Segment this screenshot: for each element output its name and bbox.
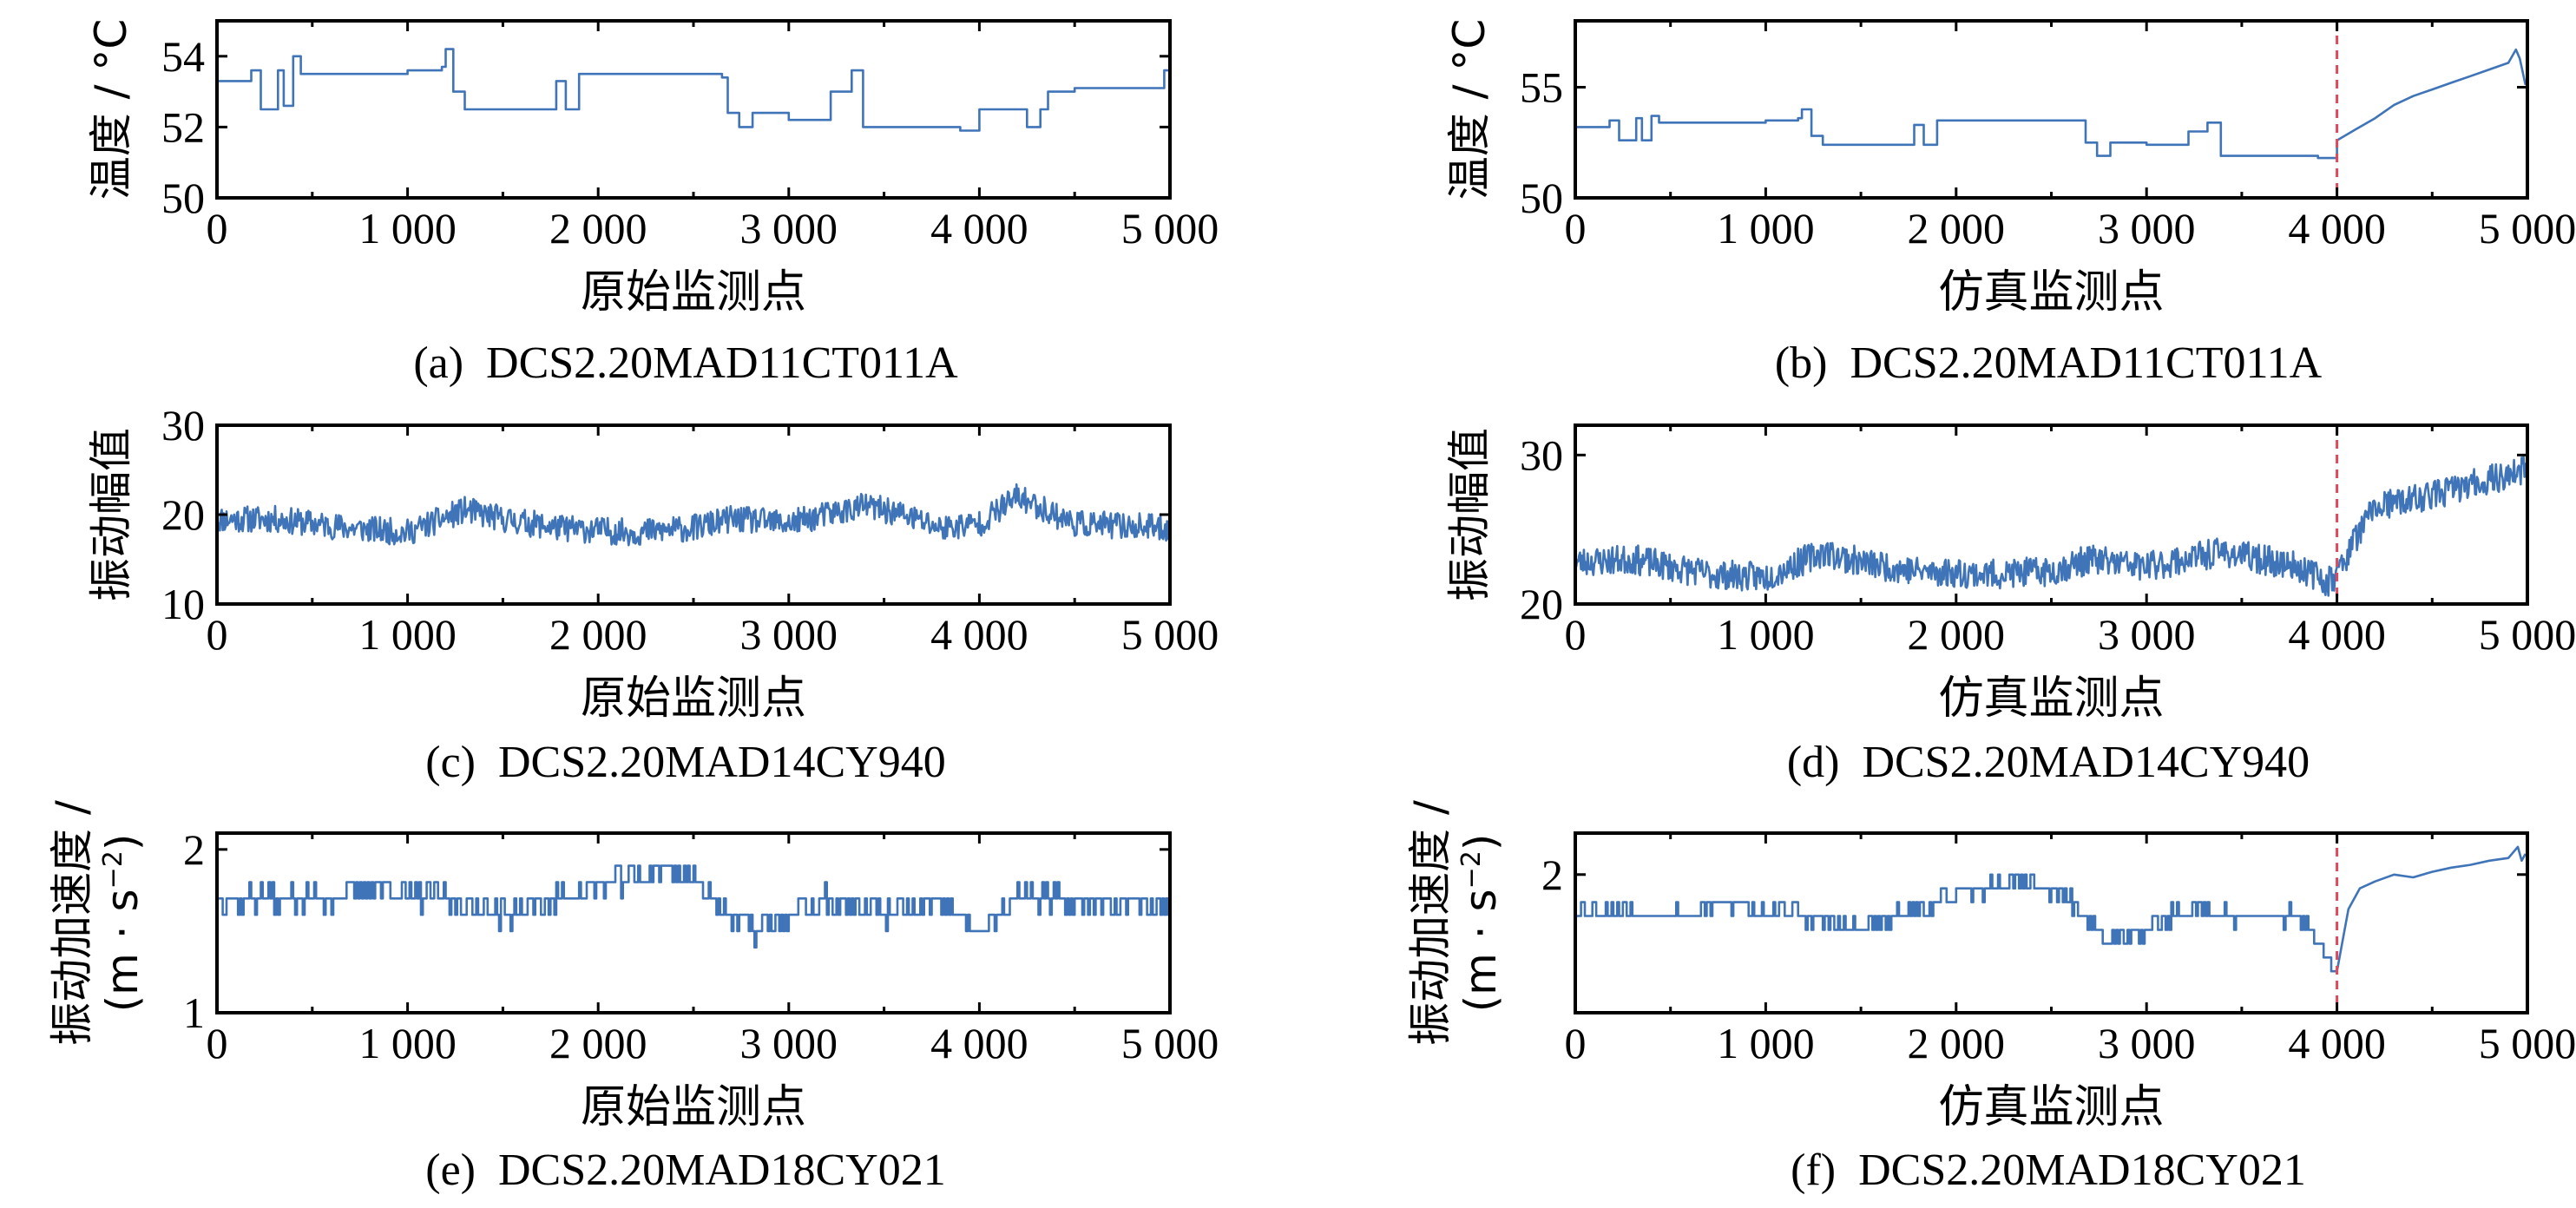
x-tick-label-e: 0 bbox=[207, 1019, 228, 1067]
y-tick-label-f: 2 bbox=[1541, 850, 1563, 899]
x-tick-label-d: 1 000 bbox=[1717, 610, 1815, 659]
y-tick-label-b: 55 bbox=[1520, 63, 1563, 112]
panel-caption-b: (b) DCS2.20MAD11CT011A bbox=[1775, 338, 2323, 388]
x-tick-label-d: 0 bbox=[1565, 610, 1587, 659]
y-unit-close-e: ) bbox=[97, 834, 148, 851]
x-tick-label-f: 2 000 bbox=[1908, 1019, 2006, 1067]
chart-panel-c: 0 1 000 2 000 3 000 4 000 5 000 10 20 30 原始监测点 振动幅… bbox=[86, 401, 1219, 787]
series-line-b-1 bbox=[2336, 48, 2527, 141]
x-tick-label-b: 4 000 bbox=[2288, 204, 2386, 253]
x-tick-label-b: 3 000 bbox=[2098, 204, 2196, 253]
y-unit-exponent-e: −2 bbox=[98, 850, 128, 889]
x-tick-label-d: 2 000 bbox=[1908, 610, 2006, 659]
y-unit-base-e: (m · s bbox=[97, 889, 148, 1012]
series-line-d-0 bbox=[1575, 456, 2527, 597]
x-tick-label-f: 4 000 bbox=[2288, 1019, 2386, 1067]
x-tick-label-a: 4 000 bbox=[930, 204, 1028, 253]
x-tick-label-b: 0 bbox=[1565, 204, 1587, 253]
x-axis-label-f: 仿真监测点 bbox=[1938, 1081, 2164, 1133]
series-line-f-0 bbox=[1575, 873, 2337, 973]
panel-caption-d: (d) DCS2.20MAD14CY940 bbox=[1787, 738, 2310, 787]
y-tick-label-a: 52 bbox=[161, 102, 205, 151]
y-axis-label-c: 振动幅值 bbox=[86, 428, 136, 601]
y-tick-label-c: 30 bbox=[161, 401, 205, 450]
x-tick-label-c: 4 000 bbox=[930, 610, 1028, 659]
y-axis-unit-f: (m · s−2) bbox=[1456, 834, 1506, 1013]
x-tick-label-b: 5 000 bbox=[2479, 204, 2576, 253]
x-tick-label-c: 2 000 bbox=[549, 610, 647, 659]
x-tick-label-f: 0 bbox=[1565, 1019, 1587, 1067]
x-tick-label-a: 2 000 bbox=[549, 204, 647, 253]
x-axis-label-a: 原始监测点 bbox=[581, 266, 806, 318]
x-tick-label-b: 2 000 bbox=[1908, 204, 2006, 253]
chart-panel-b: 0 1 000 2 000 3 000 4 000 5 000 50 55 仿真监测点 温度 / … bbox=[1444, 19, 2576, 388]
x-tick-label-c: 0 bbox=[207, 610, 228, 659]
series-line-e-0 bbox=[217, 864, 1170, 949]
x-axis-label-b: 仿真监测点 bbox=[1938, 266, 2164, 318]
plot-frame-e bbox=[215, 831, 1172, 1014]
y-axis-label-b: 温度 / °C bbox=[1444, 19, 1495, 200]
y-tick-label-c: 20 bbox=[161, 490, 205, 539]
y-tick-label-c: 10 bbox=[161, 580, 205, 628]
x-tick-label-d: 3 000 bbox=[2098, 610, 2196, 659]
y-tick-label-e: 2 bbox=[183, 825, 205, 874]
y-tick-label-a: 50 bbox=[161, 174, 205, 222]
y-tick-label-d: 30 bbox=[1520, 430, 1563, 479]
x-tick-label-e: 2 000 bbox=[549, 1019, 647, 1067]
series-line-b-0 bbox=[1575, 108, 2338, 160]
x-tick-label-c: 1 000 bbox=[358, 610, 457, 659]
x-tick-label-f: 5 000 bbox=[2479, 1019, 2576, 1067]
plot-frame-f bbox=[1574, 831, 2529, 1014]
y-axis-label-a: 温度 / °C bbox=[86, 19, 136, 200]
plot-frame-b bbox=[1574, 19, 2529, 200]
x-tick-label-f: 3 000 bbox=[2098, 1019, 2196, 1067]
y-axis-label-e: 振动加速度 / bbox=[47, 800, 97, 1046]
x-tick-label-a: 3 000 bbox=[740, 204, 838, 253]
y-axis-label-f: 振动加速度 / bbox=[1405, 800, 1456, 1046]
y-axis-unit-e: (m · s−2) bbox=[97, 834, 148, 1013]
series-line-c-0 bbox=[217, 483, 1170, 547]
y-tick-label-d: 20 bbox=[1520, 580, 1563, 628]
x-tick-label-a: 0 bbox=[207, 204, 228, 253]
x-tick-label-d: 5 000 bbox=[2479, 610, 2576, 659]
x-tick-label-a: 5 000 bbox=[1121, 204, 1219, 253]
x-tick-label-e: 1 000 bbox=[358, 1019, 457, 1067]
y-tick-label-b: 50 bbox=[1520, 174, 1563, 222]
panel-caption-e: (e) DCS2.20MAD18CY021 bbox=[425, 1146, 945, 1195]
x-tick-label-e: 3 000 bbox=[740, 1019, 838, 1067]
x-tick-label-f: 1 000 bbox=[1717, 1019, 1815, 1067]
x-tick-label-b: 1 000 bbox=[1717, 204, 1815, 253]
chart-panel-d: 0 1 000 2 000 3 000 4 000 5 000 20 30 仿真监测点 振动幅值 (… bbox=[1444, 423, 2576, 787]
x-tick-label-c: 3 000 bbox=[740, 610, 838, 659]
panel-caption-c: (c) DCS2.20MAD14CY940 bbox=[425, 738, 945, 787]
y-unit-exponent-f: −2 bbox=[1456, 850, 1487, 889]
y-unit-base-f: (m · s bbox=[1456, 889, 1506, 1012]
y-tick-label-a: 54 bbox=[161, 32, 205, 81]
x-tick-label-e: 4 000 bbox=[930, 1019, 1028, 1067]
x-axis-label-e: 原始监测点 bbox=[581, 1081, 806, 1133]
y-unit-close-f: ) bbox=[1456, 834, 1506, 851]
chart-panel-e: 0 1 000 2 000 3 000 4 000 5 000 1 2 原始监测点 振动加速度 /… bbox=[47, 800, 1219, 1195]
y-tick-label-e: 1 bbox=[183, 988, 205, 1037]
x-tick-label-a: 1 000 bbox=[358, 204, 457, 253]
chart-panel-a: 0 1 000 2 000 3 000 4 000 5 000 50 52 54 原始监测点 温度 … bbox=[86, 19, 1219, 388]
y-axis-label-d: 振动幅值 bbox=[1444, 428, 1495, 601]
x-axis-label-c: 原始监测点 bbox=[581, 673, 806, 725]
panel-caption-a: (a) DCS2.20MAD11CT011A bbox=[413, 338, 958, 388]
panel-caption-f: (f) DCS2.20MAD18CY021 bbox=[1791, 1146, 2306, 1195]
x-tick-label-c: 5 000 bbox=[1121, 610, 1219, 659]
x-tick-label-e: 5 000 bbox=[1121, 1019, 1219, 1067]
x-axis-label-d: 仿真监测点 bbox=[1938, 673, 2164, 725]
series-line-a-0 bbox=[217, 48, 1170, 132]
x-tick-label-d: 4 000 bbox=[2288, 610, 2386, 659]
series-line-f-1 bbox=[2336, 845, 2527, 972]
